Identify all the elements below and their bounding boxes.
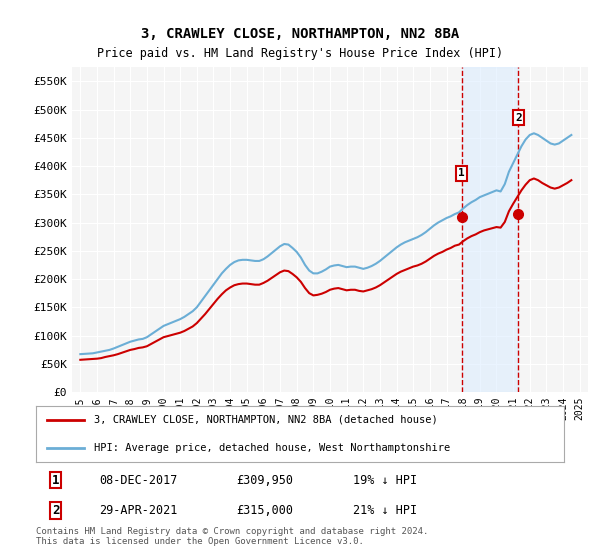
Text: 2: 2 <box>52 504 59 517</box>
Text: HPI: Average price, detached house, West Northamptonshire: HPI: Average price, detached house, West… <box>94 443 451 453</box>
Text: Contains HM Land Registry data © Crown copyright and database right 2024.
This d: Contains HM Land Registry data © Crown c… <box>36 526 428 546</box>
Text: 08-DEC-2017: 08-DEC-2017 <box>100 474 178 487</box>
Text: Price paid vs. HM Land Registry's House Price Index (HPI): Price paid vs. HM Land Registry's House … <box>97 46 503 60</box>
Text: 3, CRAWLEY CLOSE, NORTHAMPTON, NN2 8BA (detached house): 3, CRAWLEY CLOSE, NORTHAMPTON, NN2 8BA (… <box>94 415 438 425</box>
Text: £309,950: £309,950 <box>236 474 293 487</box>
Text: 2: 2 <box>515 113 522 123</box>
Text: 1: 1 <box>458 169 465 179</box>
Text: 3, CRAWLEY CLOSE, NORTHAMPTON, NN2 8BA: 3, CRAWLEY CLOSE, NORTHAMPTON, NN2 8BA <box>141 27 459 41</box>
Text: 29-APR-2021: 29-APR-2021 <box>100 504 178 517</box>
Bar <box>462 67 518 392</box>
Text: 19% ↓ HPI: 19% ↓ HPI <box>353 474 417 487</box>
Text: £315,000: £315,000 <box>236 504 293 517</box>
Text: 21% ↓ HPI: 21% ↓ HPI <box>353 504 417 517</box>
Text: 1: 1 <box>52 474 59 487</box>
